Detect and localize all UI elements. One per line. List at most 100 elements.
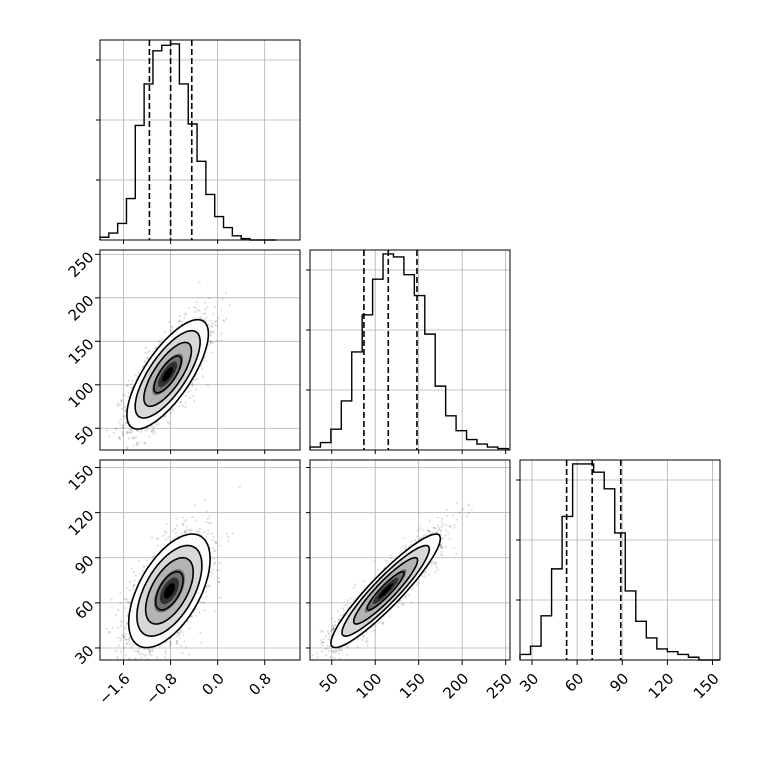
scatter-point: [182, 634, 185, 637]
scatter-point: [205, 584, 208, 588]
scatter-point: [120, 408, 123, 411]
scatter-point: [198, 309, 201, 312]
scatter-point: [194, 310, 197, 314]
scatter-point: [125, 638, 128, 641]
scatter-point: [220, 339, 223, 342]
scatter-point: [110, 606, 113, 610]
scatter-point: [209, 341, 212, 344]
scatter-point: [123, 405, 126, 408]
scatter-point: [130, 431, 133, 434]
scatter-point: [356, 638, 359, 641]
scatter-point: [128, 643, 131, 646]
scatter-point: [181, 523, 184, 526]
scatter-point: [437, 524, 440, 527]
scatter-point: [119, 418, 122, 421]
scatter-point: [128, 437, 131, 440]
scatter-point: [184, 394, 187, 397]
scatter-point: [133, 579, 136, 582]
scatter-point: [166, 421, 169, 424]
scatter-point: [208, 522, 211, 525]
scatter-point: [150, 430, 153, 433]
scatter-point: [125, 406, 128, 409]
scatter-point: [227, 539, 230, 543]
scatter-point: [134, 374, 137, 377]
scatter-point: [127, 601, 130, 604]
scatter-point: [183, 530, 187, 533]
scatter-point: [181, 652, 184, 655]
scatter-point: [212, 547, 215, 550]
scatter-point: [136, 429, 139, 433]
scatter-point: [157, 451, 159, 453]
scatter-point: [212, 330, 216, 333]
scatter-point: [116, 636, 119, 639]
scatter-point: [215, 542, 218, 545]
scatter-point: [170, 325, 173, 328]
scatter-point: [186, 390, 189, 394]
scatter-point: [198, 281, 201, 284]
scatter-point: [131, 379, 134, 382]
scatter-point: [168, 422, 171, 425]
scatter-point: [187, 307, 190, 310]
scatter-point: [131, 644, 134, 647]
scatter-point: [126, 614, 129, 617]
scatter-point: [436, 568, 439, 572]
scatter-point: [167, 536, 170, 539]
scatter-point: [185, 646, 188, 649]
scatter-point: [189, 530, 192, 533]
scatter-point: [143, 442, 146, 445]
scatter-point: [132, 437, 135, 440]
scatter-point: [343, 609, 346, 612]
scatter-point: [188, 653, 191, 656]
histogram-frame-2: [519, 459, 721, 661]
scatter-point: [124, 625, 127, 628]
scatter-point: [211, 351, 214, 354]
scatter-point: [388, 615, 391, 618]
scatter-point: [433, 527, 437, 530]
scatter-point: [124, 409, 127, 413]
scatter-point: [122, 423, 125, 427]
scatter-point: [148, 349, 151, 352]
scatter-point: [139, 430, 142, 433]
scatter-point: [193, 305, 196, 309]
scatter-point: [179, 629, 182, 632]
scatter-point: [207, 584, 210, 587]
scatter-point: [117, 405, 120, 408]
scatter-point: [129, 428, 132, 431]
scatter-point: [119, 423, 122, 426]
scatter-point: [440, 525, 443, 529]
scatter-point: [152, 554, 155, 557]
scatter-point: [169, 641, 172, 644]
scatter-point: [154, 422, 157, 425]
scatter-point: [208, 296, 211, 299]
scatter-point: [109, 463, 111, 465]
scatter-point: [119, 592, 122, 595]
scatter-point: [201, 596, 204, 599]
scatter-point: [188, 396, 191, 399]
scatter-point: [175, 640, 178, 643]
scatter-point: [148, 435, 151, 438]
scatter-point: [158, 340, 161, 343]
scatter-point: [185, 531, 188, 534]
scatter-point: [151, 556, 154, 559]
scatter-point: [439, 544, 443, 547]
histogram-step-0: [99, 43, 277, 241]
scatter-point: [144, 654, 147, 657]
scatter-point: [132, 571, 136, 574]
scatter-point: [116, 608, 119, 611]
scatter-point: [119, 602, 122, 605]
contour-0-1: [143, 341, 193, 408]
scatter-point: [434, 563, 437, 566]
scatter-point: [220, 309, 223, 312]
scatter-point: [152, 665, 154, 667]
histogram-panel-1: [306, 249, 511, 451]
scatter-point: [126, 432, 129, 435]
scatter-point: [225, 532, 228, 535]
scatter-point: [153, 662, 155, 664]
scatter-point: [176, 632, 179, 635]
scatter-point: [332, 627, 335, 630]
scatter-point: [121, 426, 124, 429]
scatter-point: [335, 649, 338, 652]
scatter-point: [214, 320, 217, 323]
scatter-point: [133, 650, 136, 653]
scatter-point: [205, 521, 208, 524]
